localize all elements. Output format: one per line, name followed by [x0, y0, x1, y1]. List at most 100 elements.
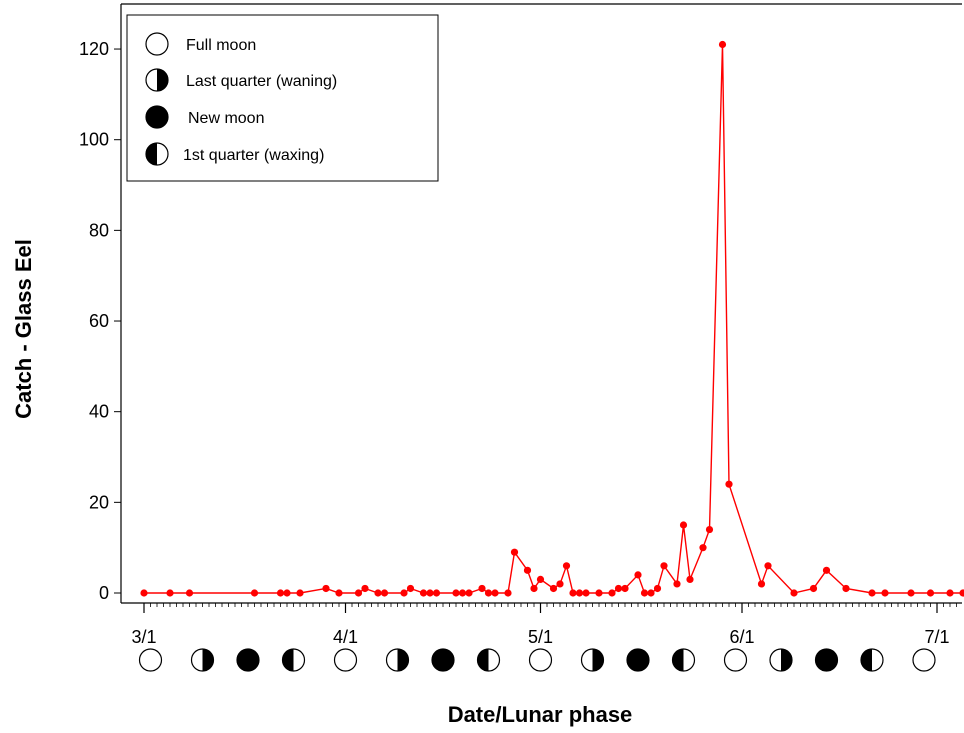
legend-label: Last quarter (waning) [186, 73, 337, 90]
data-point [452, 589, 460, 597]
x-axis-title: Date/Lunar phase [448, 702, 633, 727]
data-point [718, 40, 727, 49]
y-tick-label: 120 [79, 39, 109, 59]
data-point [679, 521, 688, 529]
data-point [842, 584, 850, 593]
data-point [374, 589, 382, 597]
data-point [335, 589, 343, 597]
data-point [621, 584, 629, 593]
legend-label: New moon [188, 110, 264, 127]
data-point [614, 584, 623, 593]
data-point [478, 584, 486, 593]
data-point [757, 580, 766, 588]
data-point [582, 589, 590, 597]
moon-new-icon [236, 648, 260, 672]
data-point [725, 480, 733, 488]
lunar-phase-row [138, 648, 936, 672]
data-point [354, 589, 363, 597]
data-point [764, 562, 772, 570]
data-point [634, 571, 642, 579]
data-point [569, 589, 577, 597]
data-point [647, 589, 655, 597]
moon-first-quarter-icon [671, 648, 696, 672]
moon-last-quarter-icon [190, 648, 215, 672]
y-axis-title: Catch - Glass Eel [11, 239, 36, 419]
data-point [660, 562, 668, 570]
data-point [523, 566, 532, 574]
legend-full-icon [145, 32, 169, 56]
moon-last-quarter-icon [769, 648, 793, 672]
moon-new-icon [814, 648, 839, 672]
x-tick-label: 6/1 [729, 627, 754, 647]
moon-first-quarter-icon [281, 648, 306, 672]
moon-new-icon [626, 648, 650, 672]
x-tick-label: 4/1 [333, 627, 358, 647]
data-point [419, 589, 428, 597]
y-tick-label: 20 [89, 492, 109, 512]
data-point [549, 584, 558, 593]
data-point [686, 575, 694, 584]
moon-first-quarter-icon [476, 648, 501, 672]
data-point [562, 562, 571, 570]
data-point [946, 589, 954, 597]
y-tick-label: 100 [79, 130, 109, 150]
moon-full-icon [723, 648, 748, 672]
data-point [790, 589, 798, 597]
moon-full-icon [528, 648, 553, 672]
data-point [673, 580, 681, 588]
data-point [868, 589, 876, 597]
moon-first-quarter-icon [860, 648, 884, 672]
moon-last-quarter-icon [385, 648, 410, 672]
data-point [510, 548, 519, 556]
data-point [699, 544, 707, 552]
y-axis-ticks: 0 20 40 60 80 100 120 [79, 39, 121, 603]
moon-last-quarter-icon [580, 648, 605, 672]
moon-full-icon [333, 648, 358, 672]
data-point [322, 584, 330, 593]
data-point [491, 589, 499, 597]
moon-full-icon [138, 648, 163, 672]
y-tick-label: 0 [99, 583, 109, 603]
data-point [432, 589, 441, 597]
data-point [640, 589, 649, 597]
y-tick-label: 40 [89, 402, 109, 422]
legend-last-quarter-icon [145, 68, 169, 92]
data-point [809, 584, 818, 593]
data-point [556, 580, 564, 588]
data-point [380, 589, 389, 597]
data-point [185, 589, 194, 597]
data-point [140, 589, 148, 597]
data-point [465, 589, 473, 597]
data-point [166, 589, 174, 597]
legend-label: 1st quarter (waxing) [183, 147, 324, 164]
data-point [881, 589, 889, 597]
y-tick-label: 80 [89, 220, 109, 240]
data-point [536, 575, 545, 584]
data-point [426, 589, 434, 597]
data-point [907, 589, 915, 597]
data-point [822, 566, 831, 574]
data-point [400, 589, 408, 597]
data-point [926, 589, 935, 597]
legend-label: Full moon [186, 37, 256, 54]
data-point [608, 589, 616, 597]
x-tick-label: 3/1 [131, 627, 156, 647]
legend-new-icon [145, 105, 169, 129]
data-point [705, 525, 714, 534]
x-axis-ticks: 3/1 4/1 5/1 6/1 7/1 [131, 603, 957, 647]
data-point [406, 584, 415, 593]
y-tick-label: 60 [89, 311, 109, 331]
data-point [283, 589, 291, 597]
legend-box [126, 14, 439, 182]
data-point [595, 589, 603, 597]
data-point [296, 589, 304, 597]
data-point [959, 589, 964, 597]
data-point [504, 589, 512, 597]
data-point [250, 589, 259, 597]
data-point [653, 584, 662, 593]
data-point [484, 589, 493, 597]
moon-full-icon [912, 648, 936, 672]
data-point [361, 584, 369, 593]
data-point [276, 589, 285, 597]
